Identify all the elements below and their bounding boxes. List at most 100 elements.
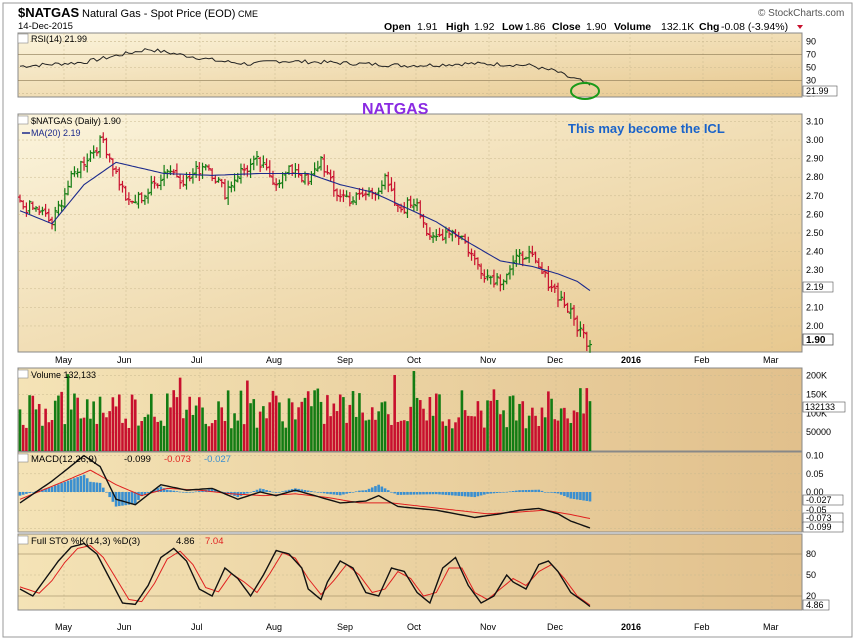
volume-bar bbox=[451, 428, 454, 451]
macd-hist-value: -0.027 bbox=[204, 454, 231, 465]
volume-bar bbox=[431, 415, 435, 451]
price-bar bbox=[562, 292, 567, 308]
volume-bar bbox=[121, 422, 124, 451]
volume-bar bbox=[69, 409, 73, 451]
volume-bar bbox=[428, 397, 432, 451]
price-bar bbox=[229, 181, 234, 193]
volume-bar bbox=[255, 427, 259, 451]
macd-hist-bar bbox=[556, 492, 560, 494]
volume-bar bbox=[284, 427, 288, 451]
volume-bar bbox=[214, 419, 217, 451]
macd-hist-bar bbox=[499, 492, 502, 493]
macd-hist-bar bbox=[207, 489, 211, 492]
macd-hist-bar bbox=[508, 491, 512, 493]
volume-bar bbox=[175, 397, 179, 451]
stochastic-panel: Full STO %K(14,3) %D(3) 4.86 7.04 80 50 20… bbox=[17, 533, 830, 611]
volume-bar bbox=[489, 400, 493, 451]
macd-hist-bar bbox=[418, 492, 422, 495]
macd-hist-bar bbox=[396, 492, 400, 495]
price-bar bbox=[296, 163, 301, 178]
price-tick-label: 2.90 bbox=[806, 154, 824, 164]
price-bar bbox=[559, 290, 564, 301]
month-tick-label: May bbox=[55, 622, 73, 632]
price-tick-label: 2.50 bbox=[806, 228, 824, 238]
volume-bar bbox=[82, 417, 86, 451]
volume-bar bbox=[236, 420, 240, 451]
macd-panel: MACD(12,26,9) -0.099 -0.073 -0.027 0.10 0… bbox=[17, 451, 844, 533]
price-bar bbox=[261, 155, 266, 168]
macd-hist-bar bbox=[383, 488, 387, 492]
macd-hist-bar bbox=[162, 488, 166, 492]
price-bar bbox=[530, 245, 535, 257]
volume-bar bbox=[47, 422, 51, 451]
month-tick-label: Jul bbox=[191, 355, 203, 365]
volume-bar bbox=[524, 428, 528, 451]
macd-hist-bar bbox=[390, 492, 393, 493]
rsi-tick-label: 70 bbox=[806, 49, 816, 59]
volume-bar bbox=[463, 410, 467, 451]
rsi-line bbox=[19, 48, 591, 86]
price-bar bbox=[402, 202, 407, 214]
volume-bar bbox=[540, 407, 544, 451]
volume-bar bbox=[361, 412, 364, 451]
macd-hist-bar bbox=[422, 492, 425, 495]
close-label: Close bbox=[552, 21, 581, 33]
price-bar bbox=[488, 275, 493, 285]
price-bar bbox=[216, 177, 221, 183]
macd-hist-bar bbox=[354, 491, 358, 493]
macd-hist-bar bbox=[332, 492, 336, 495]
month-tick-label: Dec bbox=[547, 355, 564, 365]
volume-bar bbox=[274, 395, 278, 451]
volume-bar bbox=[390, 424, 393, 451]
macd-hist-bar bbox=[284, 490, 288, 492]
price-bar bbox=[30, 201, 35, 211]
volume-bar bbox=[294, 419, 297, 451]
macd-hist-bar bbox=[441, 492, 444, 495]
price-bar bbox=[114, 166, 119, 174]
volume-bar bbox=[473, 416, 477, 451]
volume-bar bbox=[258, 411, 262, 451]
macd-hist-bar bbox=[79, 475, 83, 492]
volume-bar bbox=[92, 401, 95, 451]
macd-hist-bar bbox=[438, 492, 441, 495]
macd-tick-label: -0.05 bbox=[806, 505, 827, 515]
macd-value: -0.099 bbox=[124, 454, 151, 465]
volume-bar bbox=[226, 390, 230, 451]
volume-bar bbox=[332, 403, 336, 451]
month-tick-label: Jul bbox=[191, 622, 203, 632]
price-bar bbox=[37, 205, 42, 216]
macd-hist-bar bbox=[89, 481, 92, 492]
price-bar bbox=[40, 206, 45, 216]
macd-hist-bar bbox=[188, 492, 192, 493]
macd-hist-bar bbox=[585, 492, 589, 501]
price-bar bbox=[581, 324, 586, 339]
macd-hist-bar bbox=[31, 492, 35, 493]
macd-hist-bar bbox=[66, 480, 70, 492]
macd-hist-bar bbox=[274, 492, 278, 493]
macd-hist-bar bbox=[60, 483, 63, 492]
ohlc-summary: Open 1.91 High 1.92 Low 1.86 Close 1.90 … bbox=[384, 21, 803, 33]
volume-bar bbox=[149, 393, 153, 451]
close-value-label: 1.90 bbox=[806, 335, 826, 346]
price-bar bbox=[152, 176, 157, 189]
volume-bar bbox=[556, 420, 560, 451]
price-bar bbox=[24, 202, 29, 217]
volume-bar bbox=[143, 416, 147, 451]
volume-bar bbox=[351, 391, 355, 451]
rsi-label: RSI(14) 21.99 bbox=[31, 34, 87, 44]
macd-hist-bar bbox=[178, 491, 182, 493]
volume-bar bbox=[210, 423, 214, 451]
price-bar bbox=[72, 166, 77, 177]
high-value: 1.92 bbox=[474, 21, 495, 33]
macd-hist-bar bbox=[457, 492, 461, 496]
price-bar bbox=[575, 315, 580, 337]
month-tick-label: Oct bbox=[407, 355, 422, 365]
volume-value-label: 132133 bbox=[805, 402, 835, 412]
volume-bar bbox=[575, 412, 579, 451]
volume-bar bbox=[457, 417, 461, 451]
volume-bar bbox=[124, 418, 127, 451]
chg-down-icon bbox=[797, 25, 803, 29]
volume-bar bbox=[316, 388, 320, 451]
macd-hist-bar bbox=[117, 492, 121, 507]
stochastic-tick-label: 20 bbox=[806, 591, 816, 601]
